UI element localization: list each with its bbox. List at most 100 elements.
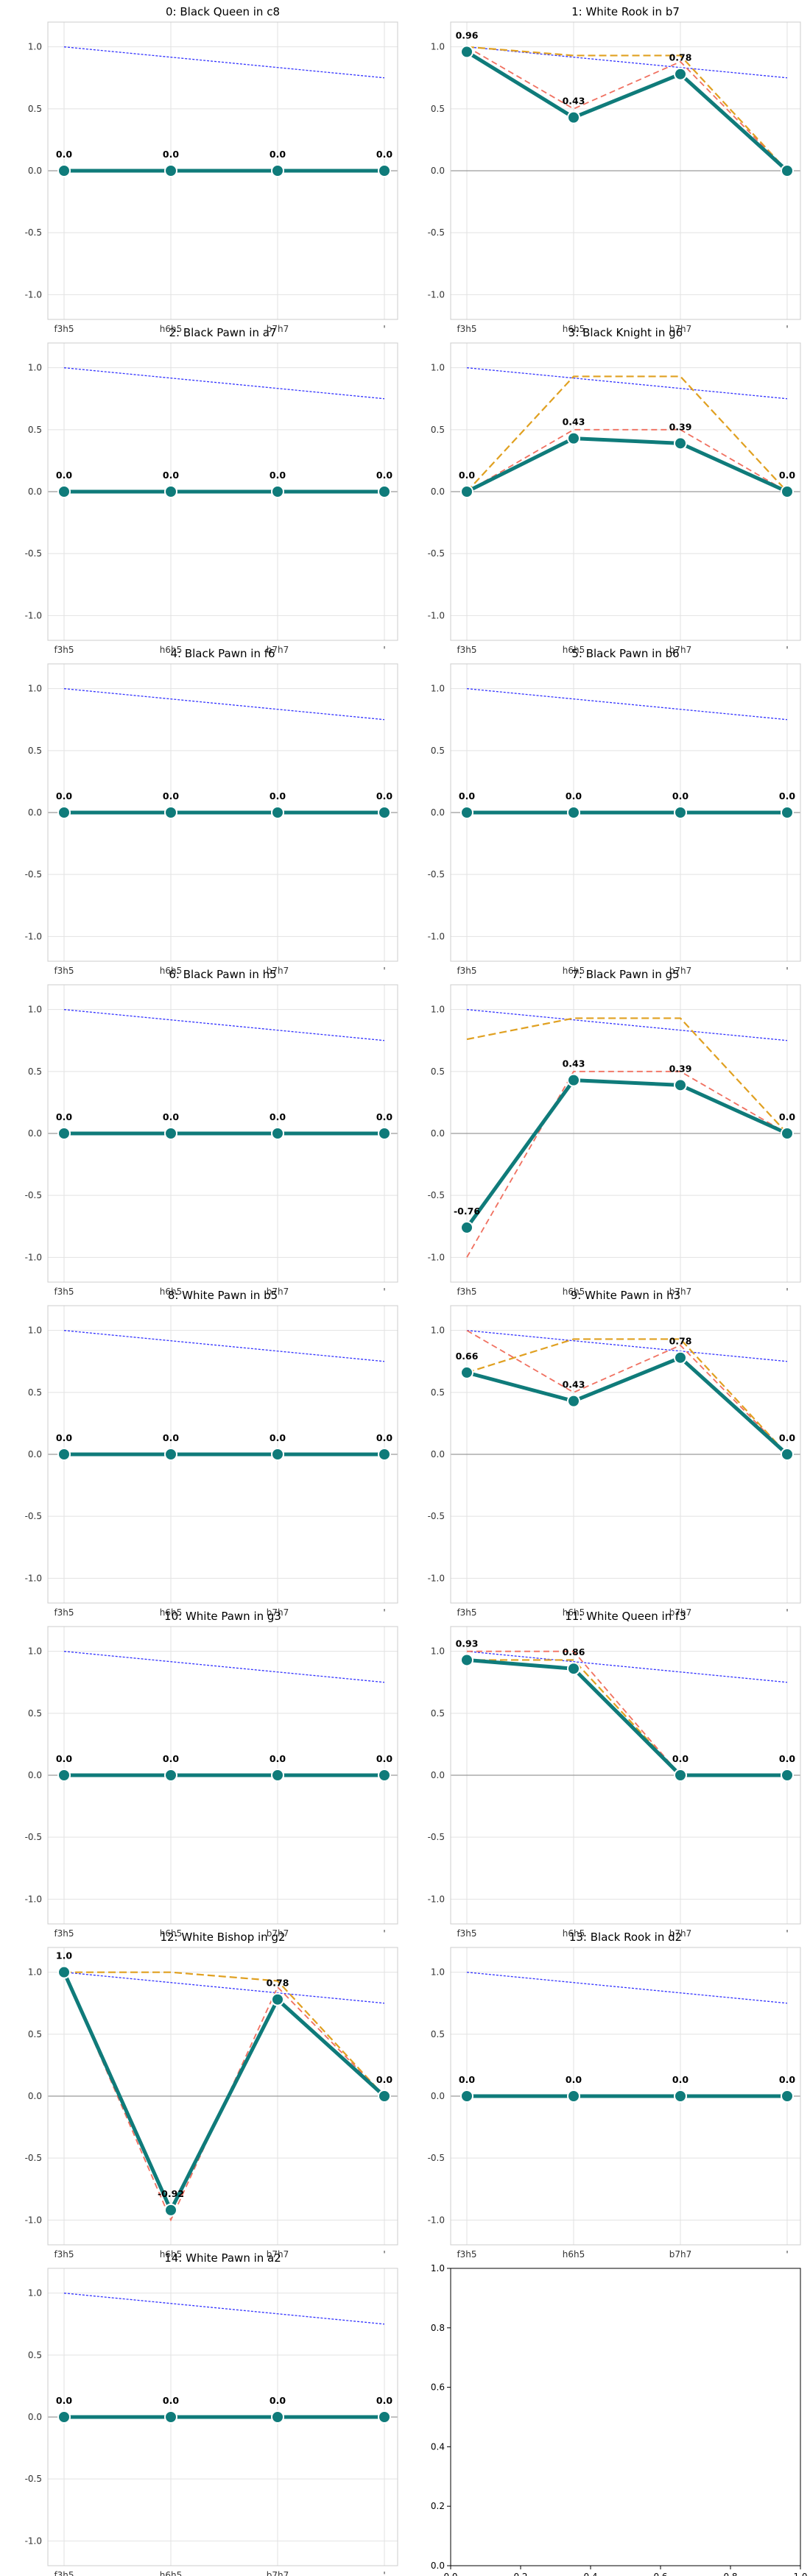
subplot-11: 0.93 0.86 0.0 0.0 1.0 0.5 0.0 -0.5 -1.0 f3h5 h6h5 b… [428, 1610, 801, 1939]
x-tick-label: h6h5 [160, 1287, 182, 1297]
subplot-15: 0.00.0 0.2 0.2 0.4 0.4 0.6 0.6 0.8 0.8 1.0 1.0 [431, 2263, 808, 2576]
subplot-title: 0: Black Queen in c8 [166, 5, 280, 18]
plot-frame [47, 342, 398, 641]
x-tick-label: f3h5 [54, 645, 74, 655]
data-label: 0.0 [672, 790, 688, 802]
data-label: 0.0 [270, 1753, 286, 1764]
main-series-point [164, 485, 177, 498]
data-label: 0.0 [672, 2074, 688, 2085]
main-series-point [164, 2203, 177, 2217]
data-label: -0.76 [454, 1206, 480, 1217]
data-label: 0.0 [376, 1432, 392, 1443]
x-tick-label: h6h5 [160, 2570, 182, 2576]
y-tick-label: -0.5 [428, 227, 445, 238]
orange-dashed-series [466, 46, 788, 171]
y-tick-label: -1.0 [25, 2215, 42, 2225]
data-label: 0.0 [459, 470, 475, 481]
main-series-point [57, 1769, 71, 1782]
x-tick-label: f3h5 [54, 966, 74, 976]
data-label: 0.0 [56, 1753, 72, 1764]
x-tick-label: 0.2 [513, 2572, 527, 2576]
subplot-title: 11: White Queen in f3 [565, 1610, 686, 1623]
main-series-point [460, 45, 473, 59]
red-dashed-series [466, 46, 788, 171]
y-tick-label: 0.0 [431, 1449, 445, 1459]
orange-dashed-series [64, 1971, 385, 2097]
main-series-point [567, 1662, 580, 1676]
main-series-line [62, 1971, 386, 2212]
main-series-point [378, 806, 391, 819]
y-tick-label: 0.8 [431, 2323, 445, 2333]
y-tick-label: 1.0 [431, 42, 445, 52]
main-series-point [271, 1127, 284, 1140]
x-tick-label: ' [383, 1287, 385, 1297]
x-tick-label: h6h5 [160, 966, 182, 976]
y-tick-label: -1.0 [428, 931, 445, 941]
main-series-point [674, 436, 687, 450]
y-tick-label: -1.0 [25, 931, 42, 941]
data-label: 0.78 [669, 1336, 692, 1347]
data-label: 0.0 [163, 470, 179, 481]
blue-dotted-series [63, 1009, 385, 1041]
plot-frame [450, 342, 801, 641]
main-series-point [271, 1769, 284, 1782]
data-label: 0.0 [779, 1432, 795, 1443]
main-series-point [781, 1448, 794, 1461]
main-series-point [378, 2410, 391, 2424]
x-tick-label: h6h5 [160, 1607, 182, 1618]
y-tick-label: -1.0 [25, 1252, 42, 1262]
y-tick-label: 0.5 [431, 746, 445, 756]
main-series-point [460, 806, 473, 819]
x-tick-label: ' [786, 645, 788, 655]
subplot-1: 0.96 0.43 0.78 1.0 0.5 0.0 -0.5 -1.0 f3h5 h6h5 b7h… [428, 5, 801, 334]
x-tick-label: 0.0 [443, 2572, 457, 2576]
y-tick-label: 1.0 [431, 363, 445, 373]
y-tick-label: -0.5 [428, 1190, 445, 1200]
data-label: 0.0 [376, 149, 392, 160]
subplot-title: 14: White Pawn in a2 [164, 2251, 281, 2265]
data-label: 0.0 [270, 2395, 286, 2406]
y-tick-label: 0.5 [28, 2029, 42, 2039]
x-tick-label: b7h7 [267, 1928, 289, 1939]
y-tick-label: 0.5 [431, 1066, 445, 1077]
red-dashed-series [466, 428, 788, 492]
main-series-point [57, 485, 71, 498]
x-tick-label: f3h5 [457, 966, 476, 976]
x-tick-label: f3h5 [54, 1607, 74, 1618]
y-tick-label: 0.5 [431, 1387, 445, 1398]
x-tick-label: h6h5 [563, 1928, 585, 1939]
main-series-line [465, 50, 789, 172]
data-label: 0.0 [270, 1432, 286, 1443]
x-tick-label: f3h5 [54, 1928, 74, 1939]
x-tick-label: h6h5 [563, 1287, 585, 1297]
data-label: 0.43 [563, 96, 585, 107]
y-tick-label: -0.5 [25, 1511, 42, 1521]
y-tick-label: 0.0 [28, 807, 42, 818]
blue-dotted-series [63, 1651, 385, 1683]
data-label: 0.0 [779, 790, 795, 802]
main-series-point [378, 2090, 391, 2103]
y-tick-label: 0.5 [28, 1066, 42, 1077]
data-label: 0.0 [376, 790, 392, 802]
x-tick-label: ' [383, 2570, 385, 2576]
x-tick-label: h6h5 [563, 966, 585, 976]
main-series-point [567, 1073, 580, 1087]
subplot-title: 9: White Pawn in h3 [571, 1289, 680, 1302]
data-label: 0.0 [163, 1753, 179, 1764]
data-label: 0.0 [270, 470, 286, 481]
data-label: 0.0 [56, 470, 72, 481]
y-tick-label: 1.0 [431, 684, 445, 694]
subplot-title: 13: Black Rook in d2 [569, 1931, 682, 1944]
x-tick-label: ' [383, 1607, 385, 1618]
y-tick-label: 1.0 [431, 1646, 445, 1657]
subplot-8: 0.0 0.0 0.0 0.0 1.0 0.5 0.0 -0.5 -1.0 f3h5 h6h5 b7h… [25, 1289, 398, 1618]
y-tick-label: -1.0 [428, 1894, 445, 1904]
data-label: 0.0 [270, 149, 286, 160]
y-tick-label: -0.5 [25, 1190, 42, 1200]
main-series-point [378, 485, 391, 498]
plot-frame [450, 1626, 801, 1925]
data-label: 0.0 [376, 470, 392, 481]
plot-frame [47, 2268, 398, 2566]
x-tick-label: b7h7 [267, 2570, 289, 2576]
main-series-point [271, 1448, 284, 1461]
